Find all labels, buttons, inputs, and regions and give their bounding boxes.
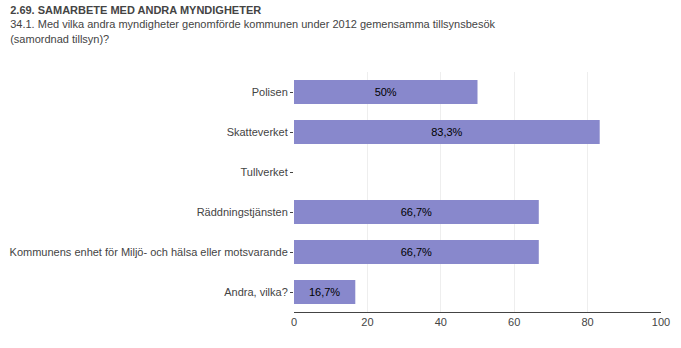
svg-text:60: 60 [508, 316, 520, 328]
svg-text:Tullverket: Tullverket [241, 166, 288, 178]
svg-text:83,3%: 83,3% [431, 126, 462, 138]
svg-text:66,7%: 66,7% [401, 246, 432, 258]
svg-text:Skatteverket: Skatteverket [227, 126, 288, 138]
svg-text:80: 80 [581, 316, 593, 328]
svg-text:20: 20 [361, 316, 373, 328]
svg-text:2.69. SAMARBETE MED ANDRA MYND: 2.69. SAMARBETE MED ANDRA MYNDIGHETER34.… [10, 4, 495, 45]
svg-text:Räddningstjänsten: Räddningstjänsten [197, 206, 288, 218]
svg-text:16,7%: 16,7% [309, 286, 340, 298]
svg-text:100: 100 [652, 316, 670, 328]
svg-text:Polisen: Polisen [252, 86, 288, 98]
svg-text:40: 40 [435, 316, 447, 328]
svg-text:50%: 50% [375, 86, 397, 98]
svg-text:Andra, vilka?: Andra, vilka? [224, 286, 288, 298]
svg-text:0: 0 [291, 316, 297, 328]
svg-text:Kommunens enhet för Miljö- och: Kommunens enhet för Miljö- och hälsa ell… [10, 246, 288, 258]
svg-text:66,7%: 66,7% [401, 206, 432, 218]
